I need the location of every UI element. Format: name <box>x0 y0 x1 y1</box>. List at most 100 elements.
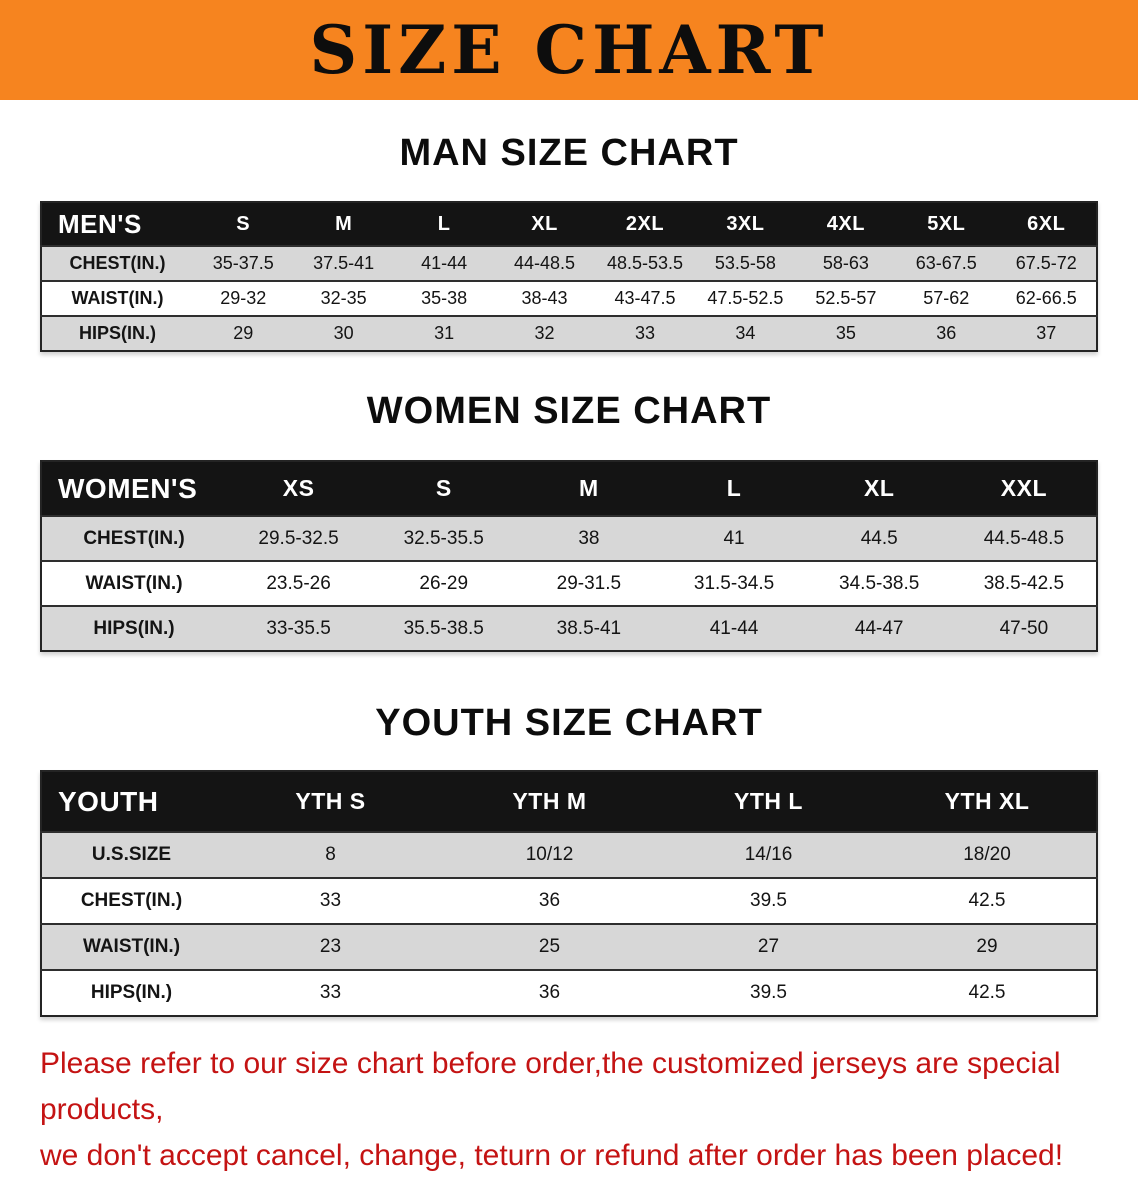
value-cell: 26-29 <box>419 572 469 594</box>
size-header-cell: 2XL <box>594 202 696 246</box>
row-label-cell: CHEST(IN.) <box>83 527 185 549</box>
women-table-header: WOMEN'S XS S M L XL XXL <box>41 461 1097 516</box>
value-cell: 32-35 <box>320 288 367 308</box>
table-header-row: WOMEN'S XS S M L XL XXL <box>41 461 1097 516</box>
value-cell: 53.5-58 <box>714 253 776 273</box>
notice-line-2: we don't accept cancel, change, teturn o… <box>40 1139 1064 1172</box>
men-section-heading: MAN SIZE CHART <box>399 132 739 174</box>
value-cell: 52.5-57 <box>815 288 877 308</box>
value-cell: 36 <box>538 890 561 911</box>
value-cell: 29 <box>976 936 998 957</box>
value-cell: 44.5 <box>860 527 898 549</box>
value-cell: 44-47 <box>854 617 904 639</box>
size-header-cell: YTH L <box>659 771 878 832</box>
table-row: U.S.SIZE 8 10/12 14/16 18/20 <box>41 832 1097 878</box>
value-cell: 41-44 <box>709 617 759 639</box>
value-cell: 58-63 <box>822 253 869 273</box>
value-cell: 35 <box>835 323 856 343</box>
youth-size-table: YOUTH YTH S YTH M YTH L YTH XL U.S.SIZE 8 10/1… <box>40 770 1098 1017</box>
row-label-cell: WAIST(IN.) <box>82 936 181 957</box>
row-label-cell: CHEST(IN.) <box>80 890 183 911</box>
youth-section-heading: YOUTH SIZE CHART <box>375 702 763 744</box>
size-header-cell: M <box>516 461 662 516</box>
value-cell: 33 <box>319 890 342 911</box>
size-header-cell: 6XL <box>996 202 1097 246</box>
table-row: CHEST(IN.) 35-37.5 37.5-41 41-44 44-48.5 48.5… <box>41 246 1097 281</box>
size-header-cell: XXL <box>951 461 1097 516</box>
value-cell: 35.5-38.5 <box>403 617 484 639</box>
value-cell: 23 <box>319 936 342 957</box>
row-label-cell: HIPS(IN.) <box>93 617 175 639</box>
title-banner: SIZE CHART <box>0 0 1138 100</box>
size-header-cell: S <box>371 461 517 516</box>
value-cell: 29-31.5 <box>556 572 622 594</box>
table-row: WAIST(IN.) 23.5-26 26-29 29-31.5 31.5-34.5 34… <box>41 561 1097 606</box>
value-cell: 43-47.5 <box>614 288 676 308</box>
value-cell: 41 <box>723 527 745 549</box>
value-cell: 36 <box>936 323 957 343</box>
value-cell: 32.5-35.5 <box>403 527 484 549</box>
value-cell: 38 <box>578 527 600 549</box>
value-cell: 34 <box>735 323 756 343</box>
value-cell: 27 <box>757 936 780 957</box>
table-row: WAIST(IN.) 29-32 32-35 35-38 38-43 43-47.5 47.… <box>41 281 1097 316</box>
value-cell: 25 <box>538 936 561 957</box>
size-header-cell: 5XL <box>896 202 997 246</box>
value-cell: 44.5-48.5 <box>983 527 1065 549</box>
value-cell: 31.5-34.5 <box>693 572 775 594</box>
table-row: CHEST(IN.) 33 36 39.5 42.5 <box>41 878 1097 924</box>
size-header-cell: YTH XL <box>878 771 1097 832</box>
men-table-header: MEN'S S M L XL 2XL 3XL 4XL 5XL 6XL <box>41 202 1097 246</box>
value-cell: 39.5 <box>750 890 787 911</box>
table-header-row: MEN'S S M L XL 2XL 3XL 4XL 5XL 6XL <box>41 202 1097 246</box>
row-label-cell: CHEST(IN.) <box>69 253 166 273</box>
women-size-table: WOMEN'S XS S M L XL XXL CHEST(IN.) 29.5-32.5 32.… <box>40 460 1098 652</box>
size-header-cell: L <box>393 202 495 246</box>
men-table-body: CHEST(IN.) 35-37.5 37.5-41 41-44 44-48.5 48.5… <box>41 246 1097 351</box>
value-cell: 38.5-41 <box>556 617 622 639</box>
value-cell: 32 <box>534 323 555 343</box>
value-cell: 38.5-42.5 <box>983 572 1065 594</box>
table-row: HIPS(IN.) 29 30 31 32 33 34 35 36 37 <box>41 316 1097 351</box>
value-cell: 37.5-41 <box>313 253 375 273</box>
size-header-cell: L <box>661 461 807 516</box>
size-header-cell: YTH S <box>221 771 440 832</box>
value-cell: 35-38 <box>421 288 468 308</box>
value-cell: 10/12 <box>525 844 574 865</box>
value-cell: 23.5-26 <box>266 572 331 594</box>
row-label-cell: U.S.SIZE <box>91 844 172 865</box>
value-cell: 29-32 <box>220 288 267 308</box>
table-title-cell: MEN'S <box>41 202 193 246</box>
table-row: HIPS(IN.) 33-35.5 35.5-38.5 38.5-41 41-44 44-… <box>41 606 1097 651</box>
table-header-row: YOUTH YTH S YTH M YTH L YTH XL <box>41 771 1097 832</box>
value-cell: 62-66.5 <box>1015 288 1077 308</box>
footer-notice: Please refer to our size chart before or… <box>40 1041 1098 1179</box>
women-table-body: CHEST(IN.) 29.5-32.5 32.5-35.5 38 41 44.5 44.5… <box>41 516 1097 651</box>
row-label-cell: WAIST(IN.) <box>85 572 183 594</box>
youth-table-header: YOUTH YTH S YTH M YTH L YTH XL <box>41 771 1097 832</box>
value-cell: 29 <box>233 323 254 343</box>
value-cell: 33 <box>634 323 655 343</box>
value-cell: 39.5 <box>750 982 787 1003</box>
size-header-cell: 3XL <box>695 202 796 246</box>
notice-line-1: Please refer to our size chart before or… <box>40 1047 1061 1126</box>
value-cell: 57-62 <box>923 288 970 308</box>
value-cell: 47-50 <box>999 617 1049 639</box>
value-cell: 8 <box>325 844 336 865</box>
size-header-cell: YTH M <box>440 771 659 832</box>
value-cell: 35-37.5 <box>212 253 274 273</box>
men-size-section: MAN SIZE CHART MEN'S S M L XL 2XL 3XL 4XL 5XL 6XL… <box>0 132 1138 352</box>
value-cell: 42.5 <box>968 982 1006 1003</box>
table-row: WAIST(IN.) 23 25 27 29 <box>41 924 1097 970</box>
size-header-cell: M <box>293 202 394 246</box>
value-cell: 47.5-52.5 <box>707 288 784 308</box>
men-size-table: MEN'S S M L XL 2XL 3XL 4XL 5XL 6XL CHEST(IN.) 35-3… <box>40 201 1098 352</box>
row-label-cell: WAIST(IN.) <box>71 288 164 308</box>
value-cell: 33-35.5 <box>266 617 331 639</box>
value-cell: 36 <box>538 982 561 1003</box>
value-cell: 41-44 <box>421 253 468 273</box>
value-cell: 30 <box>333 323 354 343</box>
page-title: SIZE CHART <box>309 11 829 89</box>
table-row: CHEST(IN.) 29.5-32.5 32.5-35.5 38 41 44.5 44.5… <box>41 516 1097 561</box>
